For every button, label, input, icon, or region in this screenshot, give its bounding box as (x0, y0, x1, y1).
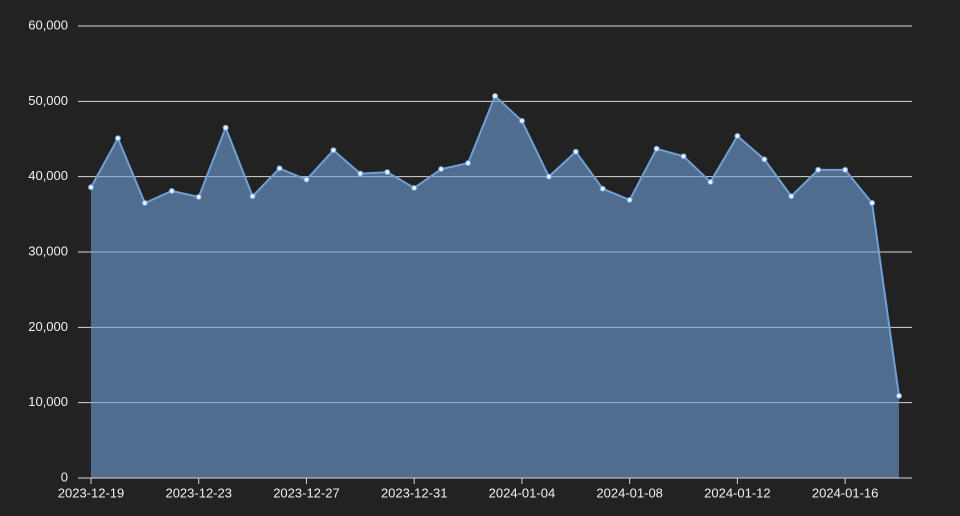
x-tick-label: 2023-12-19 (58, 485, 125, 500)
y-tick-label: 60,000 (28, 17, 68, 32)
point (842, 166, 849, 173)
point (222, 124, 229, 131)
point (303, 176, 310, 183)
x-tick-label: 2024-01-16 (812, 485, 879, 500)
point (599, 185, 606, 192)
y-tick-label: 0 (61, 469, 68, 484)
point (896, 392, 902, 399)
x-tick-label: 2024-01-08 (596, 485, 663, 500)
point (492, 93, 498, 100)
point (168, 187, 175, 194)
point (788, 193, 795, 200)
point (411, 184, 418, 191)
point (653, 145, 660, 152)
point (276, 165, 283, 172)
area (91, 96, 899, 478)
point (680, 153, 687, 160)
point (734, 132, 741, 139)
point (761, 156, 768, 163)
y-tick-label: 20,000 (28, 319, 68, 334)
point (815, 166, 822, 173)
point (195, 194, 202, 201)
point (869, 200, 876, 207)
x-tick-label: 2024-01-12 (704, 485, 771, 500)
x-tick-label: 2023-12-31 (381, 485, 448, 500)
point (88, 184, 94, 191)
point (357, 170, 364, 177)
point (141, 200, 148, 207)
point (572, 148, 579, 155)
point (330, 147, 337, 154)
point (384, 169, 391, 176)
point (626, 197, 633, 204)
point (465, 160, 472, 167)
point (249, 193, 256, 200)
x-tick-label: 2023-12-27 (273, 485, 340, 500)
point (114, 135, 121, 142)
y-tick-label: 30,000 (28, 243, 68, 258)
point (707, 178, 714, 185)
x-tick-label: 2024-01-04 (489, 485, 556, 500)
y-tick-label: 50,000 (28, 93, 68, 108)
point (518, 117, 525, 124)
point (438, 166, 445, 173)
y-tick-label: 10,000 (28, 394, 68, 409)
y-tick-label: 40,000 (28, 168, 68, 183)
x-tick-label: 2023-12-23 (165, 485, 232, 500)
point (545, 173, 552, 180)
